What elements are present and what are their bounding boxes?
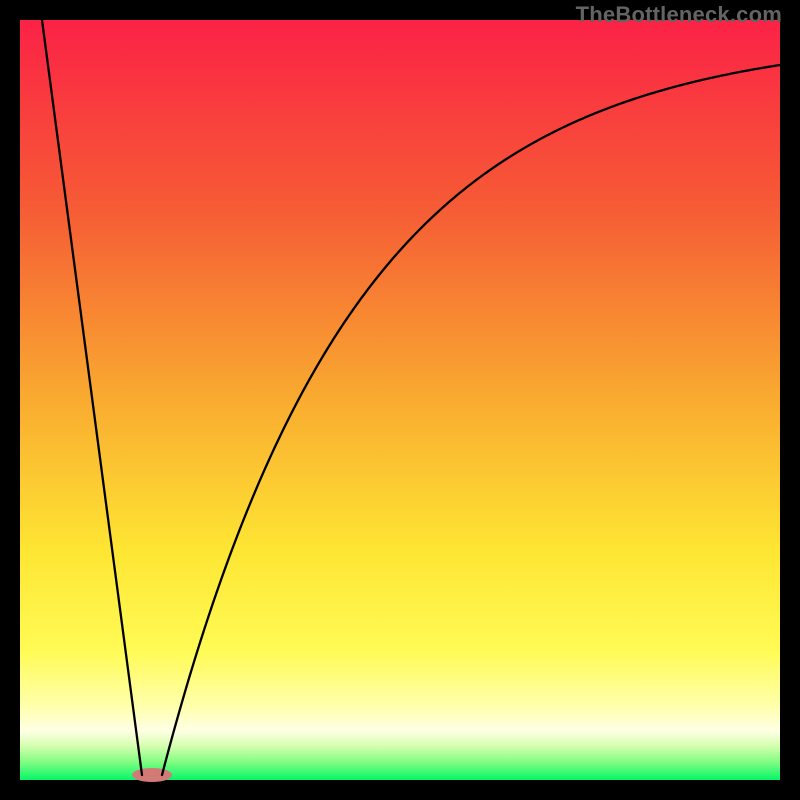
chart-svg <box>0 0 800 800</box>
bottleneck-chart: TheBottleneck.com <box>0 0 800 800</box>
min-marker <box>132 768 172 782</box>
